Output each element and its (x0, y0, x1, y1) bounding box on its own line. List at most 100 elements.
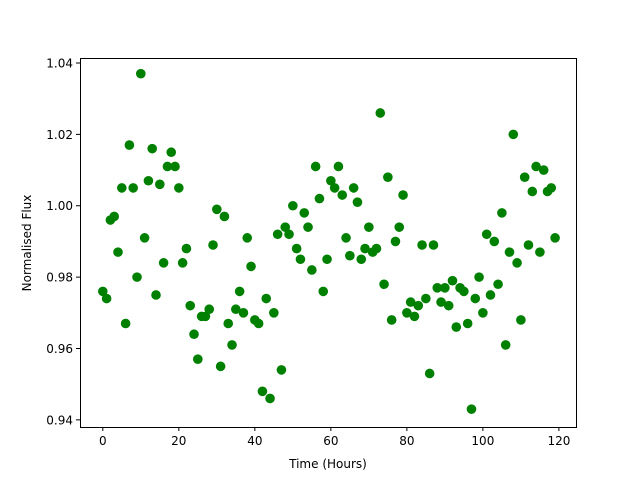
data-point (436, 297, 446, 307)
data-point (242, 233, 253, 243)
data-point (215, 361, 226, 372)
data-point (227, 340, 237, 350)
data-point (280, 222, 291, 232)
data-point (379, 279, 389, 290)
data-point (284, 229, 294, 240)
data-point (269, 308, 279, 318)
data-point (303, 222, 313, 232)
data-point (158, 258, 169, 268)
data-point (462, 318, 473, 329)
data-point (345, 250, 355, 261)
data-point (432, 283, 443, 293)
data-point (181, 243, 192, 254)
data-point (246, 261, 256, 272)
data-point (257, 386, 268, 397)
data-point (208, 240, 218, 250)
x-axis-ticks: 0 20 40 60 80 100 120 (99, 427, 570, 448)
data-point (424, 368, 435, 379)
data-point (474, 272, 484, 282)
data-point (383, 172, 393, 182)
data-point (523, 240, 534, 250)
x-tick-label: 120 (547, 434, 570, 448)
data-point (101, 293, 112, 304)
data-point (341, 233, 351, 243)
data-point (512, 258, 522, 268)
data-point (333, 161, 344, 172)
data-point (386, 315, 397, 325)
data-point (204, 304, 215, 315)
data-point (128, 183, 139, 193)
data-point (189, 329, 199, 340)
data-point (231, 304, 241, 315)
data-point (265, 393, 275, 404)
data-point (139, 233, 150, 243)
x-axis-label: Time (Hours) (288, 457, 367, 471)
data-point (238, 308, 249, 318)
data-point (394, 222, 405, 232)
data-point (143, 175, 154, 186)
data-point (409, 311, 420, 322)
data-point (155, 179, 165, 190)
data-point (326, 175, 336, 186)
data-point (310, 161, 321, 172)
data-point (253, 318, 264, 329)
data-point (98, 286, 108, 297)
data-point (276, 365, 287, 375)
data-point (371, 243, 382, 254)
data-point (136, 68, 146, 79)
data-point (272, 229, 283, 240)
x-tick-label: 0 (99, 434, 107, 448)
data-point (443, 300, 454, 311)
y-tick-label: 0.96 (46, 342, 73, 356)
data-point (466, 404, 477, 414)
data-point (428, 240, 439, 250)
data-point (417, 240, 427, 250)
data-point (538, 165, 549, 175)
data-point (314, 193, 325, 204)
data-point (337, 190, 348, 200)
data-point (402, 308, 412, 318)
data-point (322, 254, 332, 265)
data-point (223, 318, 234, 329)
data-point (177, 258, 188, 268)
data-point (421, 293, 431, 304)
data-point (500, 340, 511, 350)
data-point (200, 311, 211, 322)
data-point (519, 172, 530, 182)
y-axis-label: Normalised Flux (20, 195, 34, 292)
data-point (352, 197, 363, 207)
data-point (489, 236, 500, 247)
data-point (151, 290, 161, 300)
data-point (348, 183, 359, 193)
data-point (413, 300, 424, 311)
data-point (531, 161, 541, 172)
data-point (132, 272, 142, 282)
data-point (288, 200, 298, 211)
data-point (440, 283, 450, 293)
data-point (120, 318, 131, 329)
data-point (390, 236, 401, 247)
x-tick-label: 100 (471, 434, 494, 448)
data-point (398, 190, 408, 200)
data-point (481, 229, 492, 240)
y-axis-ticks: 0.94 0.96 0.98 1.00 1.02 1.04 (46, 56, 80, 427)
x-tick-label: 20 (171, 434, 186, 448)
data-point (497, 208, 507, 218)
data-point (166, 147, 177, 158)
data-point (504, 247, 515, 257)
data-point (117, 183, 127, 193)
data-point (470, 293, 481, 304)
data-point (162, 161, 173, 172)
x-tick-label: 80 (399, 434, 414, 448)
data-point (485, 290, 496, 300)
data-point (329, 183, 340, 193)
data-point (261, 293, 272, 304)
data-point (546, 183, 557, 193)
data-point (375, 108, 386, 118)
data-point (291, 243, 302, 254)
data-point (550, 233, 560, 243)
data-point (318, 286, 329, 297)
data-point (170, 161, 180, 172)
y-tick-label: 1.00 (46, 199, 73, 213)
